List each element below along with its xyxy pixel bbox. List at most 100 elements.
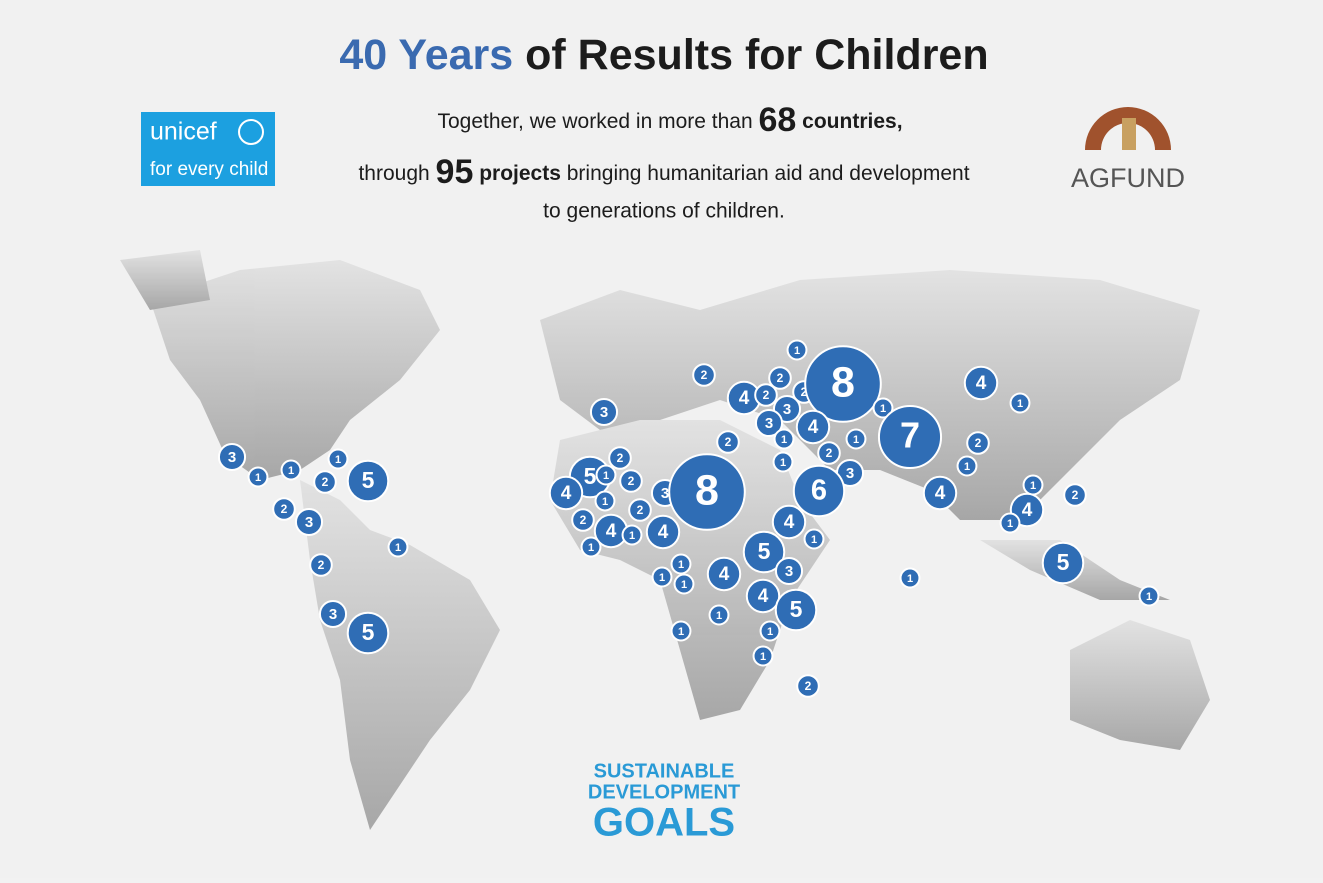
unicef-box [141,112,275,186]
project-count: 2 [1072,488,1079,502]
project-bubble [773,428,795,450]
project-bubble [716,430,740,454]
project-bubble [571,508,595,532]
project-count: 3 [661,485,669,502]
project-bubble [774,556,804,586]
project-bubble [217,442,247,472]
project-bubble [318,599,348,629]
project-bubble [670,620,692,642]
project-bubble [877,404,943,470]
project-count: 1 [716,610,722,622]
project-bubble [309,553,333,577]
project-count: 1 [880,403,886,415]
unicef-tagline: for every child [150,159,268,180]
countries-count: 68 [759,101,797,139]
project-count: 2 [281,502,288,516]
project-count: 4 [606,521,617,542]
project-count: 2 [725,435,732,449]
project-count: 3 [228,449,236,466]
project-count: 2 [617,451,624,465]
project-count: 4 [808,417,819,438]
project-bubble [608,446,632,470]
title-highlight: 40 Years [339,31,513,79]
project-bubble [804,345,882,423]
project-bubble [956,455,978,477]
project-count: 3 [305,514,313,531]
project-count: 4 [976,373,987,394]
projects-count: 95 [436,153,474,191]
project-bubble [387,536,409,558]
project-count: 3 [600,404,608,421]
sdg-goals: GOALS [593,801,735,845]
project-bubble [774,588,818,632]
project-count: 1 [1146,591,1152,603]
project-count: 1 [907,573,913,585]
project-count: 3 [846,465,854,482]
project-count: 2 [805,679,812,693]
subtitle-line1: Together, we worked in more than 68 coun… [437,101,902,139]
project-count: 5 [362,619,375,645]
project-count: 1 [659,572,665,584]
project-bubble [963,365,999,401]
project-count: 1 [603,470,609,482]
project-bubble [346,611,390,655]
project-bubble [670,553,692,575]
agfund-emblem [1085,107,1171,150]
subtitle-line3: to generations of children. [543,200,785,223]
project-count: 4 [719,564,730,585]
project-bubble [845,428,867,450]
project-bubble [595,464,617,486]
project-count: 4 [758,586,769,607]
title: 40 Years of Results for Children [339,31,988,79]
project-bubble [899,567,921,589]
agfund-emblem [1122,118,1136,150]
project-count: 2 [801,385,808,399]
project-count: 2 [322,475,329,489]
project-bubble [621,524,643,546]
project-count: 1 [1030,480,1036,492]
project-count: 2 [637,503,644,517]
project-count: 3 [783,401,791,418]
project-bubble [754,383,778,407]
unicef-name: unicef [150,118,217,146]
project-bubble [872,397,894,419]
project-bubble [645,514,681,550]
project-bubble [280,459,302,481]
project-bubble [786,339,808,361]
project-count: 1 [781,434,787,446]
project-count: 1 [255,472,261,484]
title-rest: of Results for Children [525,31,988,79]
project-count: 3 [785,563,793,580]
project-count: 1 [681,579,687,591]
project-count: 3 [765,415,773,432]
project-count: 5 [362,467,375,493]
unicef-logo: unicef for every child [141,112,275,186]
project-bubble [706,556,742,592]
project-bubble [272,497,296,521]
project-count: 1 [1017,398,1023,410]
project-bubble [651,566,673,588]
project-bubble [589,397,619,427]
project-bubble [1063,483,1087,507]
project-count: 8 [831,358,855,406]
project-count: 4 [935,483,946,504]
project-count: 5 [790,596,803,622]
project-bubble [966,431,990,455]
project-count: 4 [1022,500,1033,521]
project-count: 1 [678,559,684,571]
project-bubble [771,504,807,540]
project-bubble [1138,585,1160,607]
project-count: 2 [701,368,708,382]
project-count: 7 [900,415,920,456]
project-bubble [792,464,846,518]
project-bubble [346,459,390,503]
project-bubble [580,536,602,558]
project-bubble [796,674,820,698]
project-count: 2 [826,446,833,460]
countries-word: countries, [802,110,902,133]
project-count: 2 [763,388,770,402]
agfund-logo: AGFUND [1071,107,1185,193]
project-bubble [759,620,781,642]
